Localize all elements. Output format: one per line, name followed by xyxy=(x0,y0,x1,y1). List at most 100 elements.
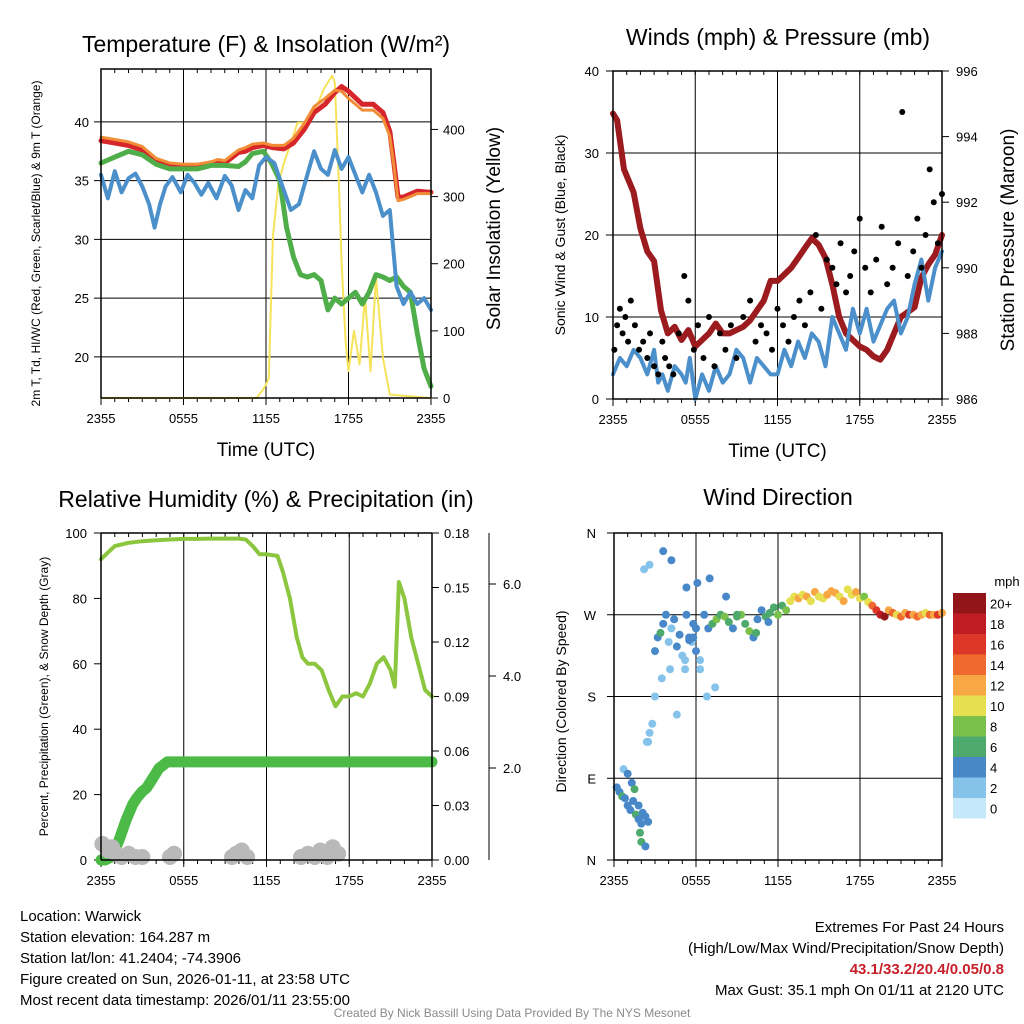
direction-point xyxy=(645,728,654,737)
legend-label: 10 xyxy=(990,699,1004,714)
direction-point xyxy=(641,842,650,851)
direction-point xyxy=(724,618,733,627)
gust-point xyxy=(829,264,836,271)
y2-tick-label: 0 xyxy=(443,391,450,406)
chart-title: Relative Humidity (%) & Precipitation (i… xyxy=(58,486,473,512)
gust-point xyxy=(647,330,654,337)
y2-tick-label: 0.00 xyxy=(444,853,469,868)
x-tick-label: 2355 xyxy=(418,873,447,888)
created-text: Figure created on Sun, 2026-01-11, at 23… xyxy=(20,971,350,988)
legend-label: 6 xyxy=(990,740,997,755)
y-tick-label: 0 xyxy=(592,392,599,407)
gust-point xyxy=(631,322,638,329)
direction-point xyxy=(741,619,750,628)
gust-point xyxy=(878,223,885,230)
gust-point xyxy=(681,273,688,279)
station-info: Location: Warwick Station elevation: 164… xyxy=(20,906,350,1011)
x-tick-label: 1755 xyxy=(334,411,363,426)
y2-axis-label: Station Pressure (Maroon) xyxy=(998,129,1019,352)
direction-point xyxy=(651,647,659,656)
legend-label: 0 xyxy=(990,801,997,816)
y2-tick-label: 988 xyxy=(956,326,978,341)
direction-point xyxy=(675,630,684,639)
gust-point xyxy=(812,232,819,238)
gust-point xyxy=(904,273,911,279)
x-axis-label: Time (UTC) xyxy=(217,440,316,461)
y2-tick-label: 0.09 xyxy=(444,690,469,705)
direction-point xyxy=(693,578,702,587)
direction-point xyxy=(630,785,639,794)
legend-swatch xyxy=(953,654,986,675)
y-tick-label: 20 xyxy=(75,350,89,365)
y-tick-label: 100 xyxy=(65,526,87,541)
x-tick-label: 0555 xyxy=(681,412,710,427)
direction-point xyxy=(667,624,676,633)
chart-title: Winds (mph) & Pressure (mb) xyxy=(626,24,930,50)
series-line xyxy=(98,148,434,389)
series-line xyxy=(99,536,434,709)
y-tick-label: N xyxy=(587,526,596,541)
x-tick-label: 1155 xyxy=(252,411,280,426)
gust-point xyxy=(899,109,906,115)
gust-point xyxy=(801,322,808,329)
direction-point xyxy=(753,615,762,624)
direction-point xyxy=(681,665,690,674)
x-tick-label: 2355 xyxy=(600,873,629,888)
direction-point xyxy=(769,603,778,612)
y-tick-label: 40 xyxy=(73,722,87,737)
direction-point xyxy=(851,588,860,597)
direction-point xyxy=(774,610,782,619)
legend-swatch xyxy=(953,675,986,696)
recent-data-text: Most recent data timestamp: 2026/01/11 2… xyxy=(20,992,350,1009)
max-gust-text: Max Gust: 35.1 mph On 01/11 at 2120 UTC xyxy=(714,982,1004,999)
legend-swatch xyxy=(953,593,986,614)
direction-point xyxy=(659,547,668,556)
x-tick-label: 0555 xyxy=(169,411,198,426)
gust-point xyxy=(752,338,759,345)
y-tick-label: W xyxy=(584,608,597,623)
snow-depth-point xyxy=(166,845,183,862)
gust-point xyxy=(675,330,682,337)
gust-point xyxy=(926,166,933,173)
gust-point xyxy=(659,338,666,345)
direction-point xyxy=(728,624,737,633)
gust-point xyxy=(722,346,729,353)
direction-point xyxy=(839,597,848,606)
gust-point xyxy=(884,281,891,288)
direction-point xyxy=(644,817,653,826)
gust-point xyxy=(662,355,669,361)
gust-point xyxy=(862,264,869,271)
gust-point xyxy=(873,256,880,263)
gust-point xyxy=(833,281,840,288)
direction-point xyxy=(634,801,643,810)
y2-tick-label: 400 xyxy=(443,122,465,137)
x-tick-label: 0555 xyxy=(169,873,198,888)
legend-swatch xyxy=(953,777,986,798)
x-tick-label: 2355 xyxy=(417,411,446,426)
direction-point xyxy=(661,610,670,619)
y3-tick-label: 4.0 xyxy=(503,669,521,684)
y-axis-label: Percent, Precipitation (Green), & Snow D… xyxy=(37,557,51,836)
y-axis-label: 2m T, Td, HI/WC (Red, Green, Scarlet/Blu… xyxy=(29,81,43,407)
direction-point xyxy=(722,592,731,601)
y3-tick-label: 6.0 xyxy=(503,577,521,592)
y-tick-label: 80 xyxy=(73,591,87,606)
y2-tick-label: 0.18 xyxy=(444,526,469,541)
legend-swatch xyxy=(953,736,986,757)
extremes-title: Extremes For Past 24 Hours xyxy=(814,919,1004,936)
y2-tick-label: 986 xyxy=(956,392,978,407)
x-tick-label: 1155 xyxy=(764,412,792,427)
snow-depth-point xyxy=(239,849,256,865)
extremes-values: 43.1/33.2/20.4/0.05/0.8 xyxy=(849,961,1004,978)
panel-direction: 2355 0555 1155 1755 2355 Wind Direction N E S W N D… xyxy=(553,484,1020,888)
gust-point xyxy=(733,355,740,361)
panel-winds: 2355 0555 1155 1755 2355 Winds (mph) & Pressu… xyxy=(552,24,1019,462)
direction-point xyxy=(764,618,773,627)
legend-label: 14 xyxy=(990,658,1004,673)
direction-point xyxy=(620,794,629,803)
x-tick-label: 1155 xyxy=(764,873,792,888)
gust-point xyxy=(914,215,921,222)
direction-point xyxy=(656,628,665,637)
direction-point xyxy=(642,737,651,746)
direction-point xyxy=(733,610,741,619)
